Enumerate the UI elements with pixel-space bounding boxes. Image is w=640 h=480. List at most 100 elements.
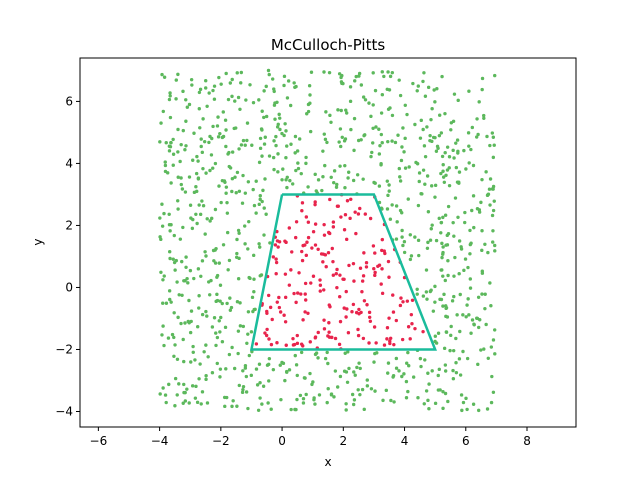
outside-point bbox=[345, 380, 350, 384]
outside-point bbox=[160, 202, 164, 206]
outside-point bbox=[493, 328, 497, 332]
outside-point bbox=[304, 392, 308, 397]
outside-point bbox=[406, 350, 410, 355]
inside-point bbox=[372, 325, 377, 329]
outside-point bbox=[231, 399, 235, 403]
outside-point bbox=[223, 118, 228, 122]
outside-point bbox=[371, 141, 375, 145]
inside-point bbox=[408, 337, 412, 341]
outside-point bbox=[243, 191, 248, 195]
inside-point bbox=[271, 255, 275, 259]
outside-point bbox=[172, 335, 176, 340]
outside-point bbox=[274, 143, 278, 148]
inside-point bbox=[345, 199, 350, 203]
outside-point bbox=[159, 270, 163, 274]
outside-point bbox=[386, 139, 390, 144]
outside-point bbox=[489, 400, 494, 405]
outside-point bbox=[262, 206, 266, 210]
outside-point bbox=[341, 81, 345, 86]
outside-point bbox=[387, 183, 391, 187]
outside-point bbox=[427, 407, 431, 411]
outside-point bbox=[321, 175, 325, 179]
outside-point bbox=[268, 241, 272, 245]
outside-point bbox=[443, 151, 447, 155]
outside-point bbox=[161, 278, 165, 282]
outside-point bbox=[195, 154, 199, 159]
inside-point bbox=[335, 204, 340, 208]
outside-point bbox=[235, 170, 240, 175]
outside-point bbox=[176, 199, 180, 203]
outside-point bbox=[226, 268, 230, 272]
outside-point bbox=[476, 132, 480, 137]
outside-point bbox=[308, 129, 313, 134]
outside-point bbox=[241, 369, 245, 373]
outside-point bbox=[343, 351, 347, 355]
outside-point bbox=[344, 408, 348, 412]
outside-point bbox=[271, 77, 275, 81]
outside-point bbox=[196, 176, 201, 180]
outside-point bbox=[159, 237, 163, 242]
outside-point bbox=[306, 185, 310, 189]
outside-point bbox=[440, 241, 444, 246]
outside-point bbox=[391, 375, 395, 379]
outside-point bbox=[462, 268, 466, 273]
outside-point bbox=[338, 374, 343, 379]
outside-point bbox=[431, 135, 436, 140]
inside-point bbox=[316, 247, 320, 251]
outside-point bbox=[323, 163, 327, 168]
outside-point bbox=[426, 85, 431, 90]
inside-point bbox=[380, 237, 385, 242]
outside-point bbox=[271, 367, 276, 372]
outside-point bbox=[429, 288, 433, 292]
outside-point bbox=[454, 361, 458, 365]
outside-point bbox=[457, 170, 462, 174]
outside-point bbox=[426, 210, 431, 214]
outside-point bbox=[249, 330, 254, 334]
inside-point bbox=[345, 237, 349, 242]
outside-point bbox=[199, 144, 203, 149]
outside-point bbox=[230, 404, 234, 409]
outside-point bbox=[449, 324, 453, 329]
outside-point bbox=[451, 348, 456, 353]
outside-point bbox=[232, 126, 236, 131]
x-tick-label: 4 bbox=[401, 434, 409, 448]
outside-point bbox=[384, 388, 389, 393]
outside-point bbox=[491, 155, 496, 160]
outside-point bbox=[247, 219, 251, 224]
outside-point bbox=[192, 276, 196, 281]
outside-point bbox=[350, 392, 355, 397]
outside-point bbox=[332, 180, 336, 185]
outside-point bbox=[181, 401, 185, 405]
outside-point bbox=[299, 350, 304, 355]
inside-point bbox=[382, 249, 386, 253]
outside-point bbox=[371, 126, 375, 130]
outside-point bbox=[488, 177, 493, 181]
outside-point bbox=[475, 207, 480, 211]
inside-point bbox=[311, 274, 316, 278]
y-tick-label: −4 bbox=[55, 404, 73, 418]
outside-point bbox=[339, 75, 343, 80]
outside-point bbox=[314, 189, 318, 193]
outside-point bbox=[243, 242, 247, 246]
outside-point bbox=[401, 243, 405, 248]
outside-point bbox=[309, 70, 314, 74]
outside-point bbox=[326, 387, 330, 391]
outside-point bbox=[308, 93, 312, 97]
outside-point bbox=[171, 163, 175, 167]
outside-point bbox=[204, 86, 208, 90]
outside-point bbox=[464, 315, 468, 319]
outside-point bbox=[161, 109, 165, 114]
outside-point bbox=[192, 131, 196, 135]
outside-point bbox=[447, 183, 452, 188]
outside-point bbox=[179, 321, 183, 326]
outside-point bbox=[240, 390, 245, 395]
outside-point bbox=[397, 166, 401, 171]
outside-point bbox=[184, 119, 188, 123]
outside-point bbox=[310, 382, 314, 387]
outside-point bbox=[167, 97, 172, 102]
outside-point bbox=[204, 374, 208, 378]
outside-point bbox=[446, 259, 450, 263]
outside-point bbox=[471, 194, 476, 198]
outside-point bbox=[338, 127, 343, 131]
outside-point bbox=[258, 146, 263, 151]
